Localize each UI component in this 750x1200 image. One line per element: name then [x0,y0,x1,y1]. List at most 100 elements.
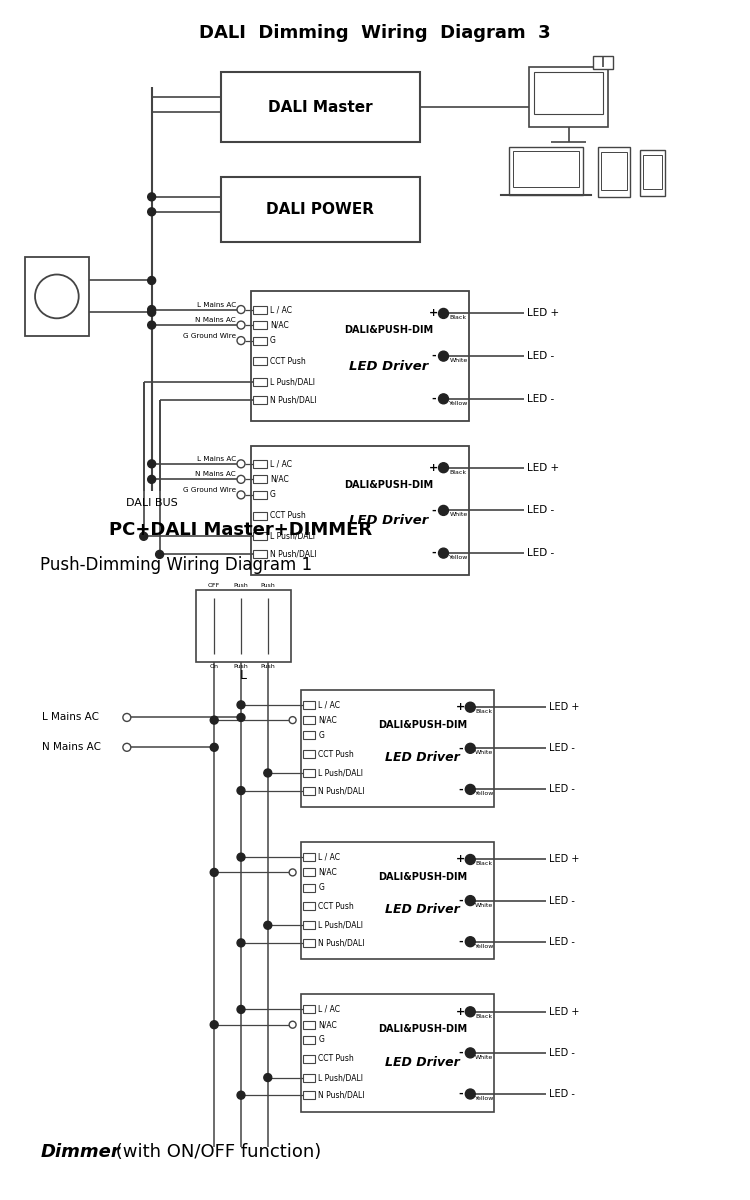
Circle shape [465,702,476,712]
Text: LED -: LED - [549,895,574,906]
Text: LED -: LED - [549,785,574,794]
Text: White: White [449,512,468,517]
Circle shape [237,491,245,499]
Circle shape [237,475,245,484]
Text: CCT Push: CCT Push [270,511,305,520]
Bar [253,551,267,558]
Text: LED -: LED - [549,937,574,947]
Bar [509,148,584,194]
Text: G: G [270,336,276,346]
Circle shape [290,1021,296,1028]
Bar [302,787,316,794]
Bar [302,1006,316,1014]
Text: L Mains AC: L Mains AC [196,301,236,307]
Bar [302,1036,316,1044]
Text: N/AC: N/AC [319,868,338,877]
Text: LED -: LED - [526,548,554,558]
Bar [253,475,267,484]
Text: -: - [431,548,436,558]
Text: LED +: LED + [526,463,559,473]
Text: -: - [458,785,463,794]
Circle shape [439,548,448,558]
Text: L / AC: L / AC [319,853,340,862]
Text: -: - [458,937,463,947]
Circle shape [439,463,448,473]
Text: LED Driver: LED Driver [349,515,428,527]
Circle shape [210,743,218,751]
Circle shape [465,1090,476,1099]
Bar [25,257,89,336]
Text: PC+DALI Master+DIMMER: PC+DALI Master+DIMMER [110,521,373,539]
Text: L Push/DALI: L Push/DALI [319,768,364,778]
Bar [598,148,630,197]
Bar [253,306,267,313]
Text: N/AC: N/AC [319,1020,338,1030]
Bar [301,842,494,959]
Text: White: White [476,750,494,755]
Text: L Push/DALI: L Push/DALI [270,532,315,541]
Text: DALI&PUSH-DIM: DALI&PUSH-DIM [378,720,467,730]
Bar [513,151,580,187]
Circle shape [237,787,245,794]
Text: -: - [458,1048,463,1058]
Bar [302,1021,316,1028]
Bar [302,922,316,929]
Circle shape [140,533,148,540]
Circle shape [148,306,156,313]
Text: LED +: LED + [549,702,579,713]
Bar [253,460,267,468]
Text: Yellow: Yellow [476,792,495,797]
Text: Push: Push [260,583,275,588]
Text: +: + [456,702,465,713]
Circle shape [148,475,156,484]
Text: CCT Push: CCT Push [319,902,354,911]
Text: Push: Push [234,583,248,588]
Text: L Push/DALI: L Push/DALI [319,920,364,930]
Bar [301,994,494,1111]
Circle shape [465,743,476,754]
Bar [251,292,470,421]
Text: LED Driver: LED Driver [385,1056,460,1069]
Text: CCT Push: CCT Push [319,1055,354,1063]
Text: Push: Push [234,664,248,668]
Bar [302,1055,316,1063]
Text: N Push/DALI: N Push/DALI [319,786,365,796]
Circle shape [439,394,448,404]
Text: N Mains AC: N Mains AC [195,472,236,478]
Bar [253,322,267,329]
Text: -: - [431,505,436,516]
Circle shape [123,743,130,751]
Text: N Mains AC: N Mains AC [43,743,101,752]
Text: L Mains AC: L Mains AC [196,456,236,462]
Text: N Push/DALI: N Push/DALI [319,1091,365,1099]
Circle shape [465,785,476,794]
Bar [253,491,267,499]
Text: Yellow: Yellow [476,1096,495,1100]
Text: N Push/DALI: N Push/DALI [270,396,316,404]
Text: LED Driver: LED Driver [349,360,428,373]
Bar [302,701,316,709]
Text: LED Driver: LED Driver [385,751,460,764]
Text: -: - [431,394,436,404]
Text: L Push/DALI: L Push/DALI [270,378,315,386]
Circle shape [439,308,448,318]
Circle shape [148,322,156,329]
Text: G Ground Wire: G Ground Wire [183,332,236,338]
Bar [302,732,316,739]
Circle shape [210,1021,218,1028]
Circle shape [123,714,130,721]
Text: Push: Push [260,664,275,668]
Circle shape [237,701,245,709]
Text: DALI&PUSH-DIM: DALI&PUSH-DIM [378,872,467,882]
Text: On: On [210,664,219,668]
Circle shape [156,551,164,558]
Bar [643,155,662,188]
Text: G Ground Wire: G Ground Wire [183,487,236,493]
Bar [253,337,267,344]
Text: Yellow: Yellow [449,401,469,406]
Bar [196,590,291,661]
Text: Black: Black [476,862,493,866]
Bar [302,750,316,758]
Text: LED +: LED + [549,1007,579,1016]
Text: Black: Black [449,469,466,475]
